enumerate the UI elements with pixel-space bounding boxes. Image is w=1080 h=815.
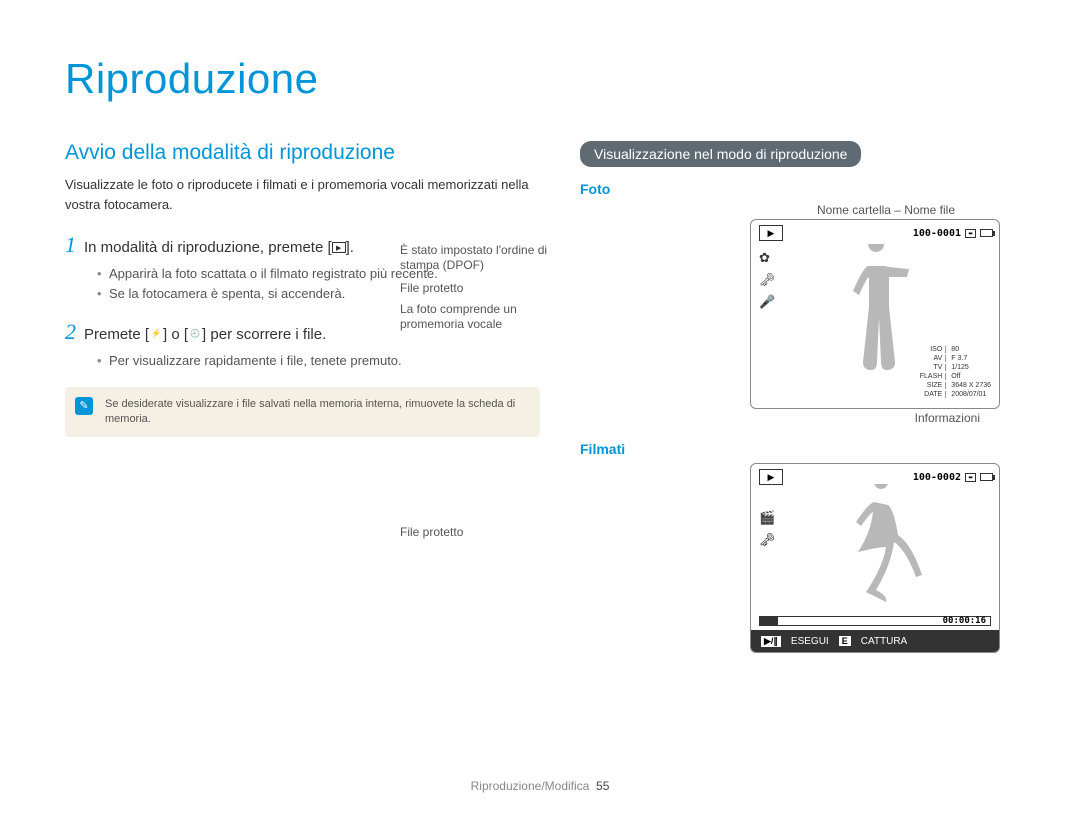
step-text-a: In modalità di riproduzione, premete [ (84, 239, 332, 256)
bottom-bar: ▶/∥ ESEGUI E CATTURA (751, 630, 999, 652)
video-side-icons: 🎬 🗝 (759, 510, 776, 548)
play-pause-icon: ▶/∥ (761, 636, 781, 647)
foto-figure: È stato impostato l'ordine di stampa (DP… (580, 219, 1015, 425)
filmati-label: Filmati (580, 441, 1015, 457)
file-id: 100-0002 (913, 472, 961, 483)
timer-icon: 🕘 (188, 329, 202, 340)
left-column: Avvio della modalità di riproduzione Vis… (65, 141, 540, 669)
dancer-silhouette (826, 484, 926, 614)
table-row: ISO80 (920, 346, 991, 353)
battery-icon (980, 473, 993, 481)
lock-icon: 🗝 (759, 272, 776, 288)
foto-screen: ▶ 100-0001 ▬ ✿ 🗝 🎤 ISO80 (750, 219, 1000, 409)
callout-protected: File protetto (400, 525, 575, 540)
note-text: Se desiderate visualizzare i file salvat… (105, 397, 526, 428)
filmati-screen: ▶ 100-0002 ▬ 🎬 🗝 00:00:16 (750, 463, 1000, 653)
callout-bottom: Informazioni (580, 411, 1015, 425)
play-icon (332, 242, 346, 253)
mic-icon: 🎤 (759, 294, 776, 310)
right-column: Visualizzazione nel modo di riproduzione… (580, 141, 1015, 669)
step2-bullets: Per visualizzare rapidamente i file, ten… (97, 351, 540, 371)
step-number: 1 (65, 232, 76, 258)
play-mode-icon: ▶ (759, 469, 783, 485)
table-row: TV1/125 (920, 364, 991, 371)
table-row: AVF 3.7 (920, 355, 991, 362)
step-text: Premete [⚡] o [🕘] per scorrere i file. (84, 326, 326, 343)
step-text-b: ]. (346, 239, 354, 256)
callout-top: Nome cartella – Nome file (580, 203, 1015, 217)
cattura-label: CATTURA (861, 636, 907, 647)
battery-icon (980, 229, 993, 237)
elapsed-time: 00:00:16 (943, 616, 986, 626)
foto-callouts-left: È stato impostato l'ordine di stampa (DP… (400, 243, 575, 338)
step-text-mid: ] o [ (163, 326, 188, 343)
foto-label: Foto (580, 181, 1015, 197)
card-icon: ▬ (965, 473, 976, 482)
lock-icon: 🗝 (759, 532, 776, 548)
page-number: 55 (596, 779, 609, 793)
screen-top-bar: ▶ 100-0001 ▬ (751, 220, 999, 244)
e-icon: E (839, 636, 851, 646)
page-title: Riproduzione (65, 55, 1015, 103)
callout-voice: La foto comprende un promemoria vocale (400, 302, 575, 332)
banner: Visualizzazione nel modo di riproduzione (580, 141, 861, 167)
table-row: SIZE3648 X 2736 (920, 382, 991, 389)
person-silhouette (831, 244, 921, 404)
step-number: 2 (65, 319, 76, 345)
bullet-item: Per visualizzare rapidamente i file, ten… (97, 351, 540, 371)
intro-text: Visualizzate le foto o riproducete i fil… (65, 175, 540, 214)
flash-icon: ⚡ (149, 329, 163, 340)
step-text-b: ] per scorrere i file. (202, 326, 326, 343)
file-info-top: 100-0002 ▬ (913, 472, 993, 483)
filmati-figure: File protetto ▶ 100-0002 ▬ 🎬 🗝 (580, 463, 1015, 653)
file-info-top: 100-0001 ▬ (913, 228, 993, 239)
content-columns: Avvio della modalità di riproduzione Vis… (65, 141, 1015, 669)
step-text: In modalità di riproduzione, premete []. (84, 239, 354, 256)
note-box: ✎ Se desiderate visualizzare i file salv… (65, 387, 540, 438)
table-row: DATE2008/07/01 (920, 391, 991, 398)
note-icon: ✎ (75, 397, 93, 415)
card-icon: ▬ (965, 229, 976, 238)
dpof-icon: ✿ (759, 250, 776, 266)
step-text-a: Premete [ (84, 326, 149, 343)
footer-section: Riproduzione/Modifica (471, 779, 590, 793)
section-title: Avvio della modalità di riproduzione (65, 141, 540, 165)
info-table: ISO80 AVF 3.7 TV1/125 FLASHOff SIZE3648 … (918, 344, 993, 400)
callout-protected: File protetto (400, 281, 575, 296)
progress-bar: 00:00:16 (759, 616, 991, 626)
callout-dpof: È stato impostato l'ordine di stampa (DP… (400, 243, 575, 273)
file-id: 100-0001 (913, 228, 961, 239)
esegui-label: ESEGUI (791, 636, 829, 647)
filmati-callouts-left: File protetto (400, 525, 575, 546)
side-icons: ✿ 🗝 🎤 (759, 250, 776, 310)
table-row: FLASHOff (920, 373, 991, 380)
progress-fill (760, 617, 778, 625)
page-footer: Riproduzione/Modifica 55 (0, 779, 1080, 793)
movie-icon: 🎬 (759, 510, 776, 526)
play-mode-icon: ▶ (759, 225, 783, 241)
